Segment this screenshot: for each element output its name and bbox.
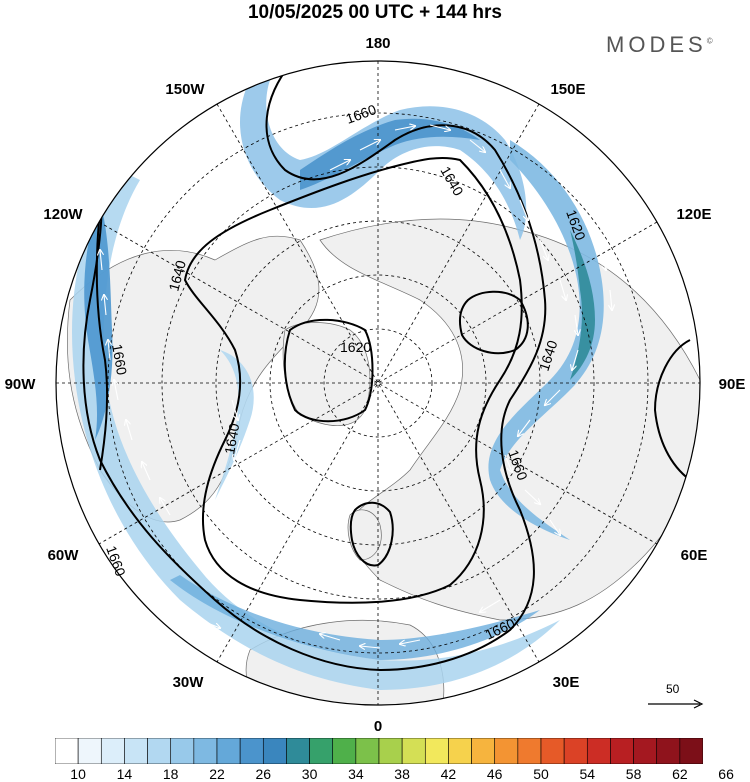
colorbar-tick-label: 54 [579, 766, 596, 782]
wind-speed-shading [72, 80, 604, 690]
colorbar-tick-label: 34 [348, 766, 364, 782]
colorbar-swatch [332, 738, 357, 764]
colorbar-tick-label: 30 [301, 766, 318, 782]
colorbar-tick-label: 42 [440, 766, 457, 782]
colorbar-tick-label: 10 [70, 766, 86, 782]
reference-vector-arrow [648, 699, 704, 709]
colorbar-swatch [586, 738, 611, 764]
jet-band-north [240, 80, 527, 240]
colorbar-swatch [355, 738, 380, 764]
brand-logo: MODES© [606, 32, 713, 57]
contour-1640-eastasia [459, 290, 529, 355]
colorbar-swatch [77, 738, 102, 764]
colorbar-swatch [471, 738, 496, 764]
colorbar-swatch [517, 738, 542, 764]
colorbar-tick-label: 50 [533, 766, 549, 782]
colorbar-tick-label: 26 [255, 766, 272, 782]
colorbar-tick-label: 58 [625, 766, 642, 782]
colorbar-swatch [100, 738, 125, 764]
contour-1640-uk [349, 501, 394, 567]
colorbar-swatch [448, 738, 472, 764]
colorbar-swatch [610, 738, 634, 764]
colorbar-tick-label: 62 [672, 766, 688, 782]
map-border [55, 60, 701, 706]
colorbar-swatch [656, 738, 681, 764]
jet-band-south [170, 575, 540, 660]
colorbar-tick-label: 46 [486, 766, 503, 782]
contour-label: 1660 [109, 343, 130, 377]
colorbar-swatch [124, 738, 148, 764]
reference-vector-label: 50 [666, 682, 680, 696]
colorbar-swatch [563, 738, 588, 764]
colorbar-tick-label: 66 [718, 766, 734, 782]
jet-band-east [488, 140, 604, 540]
jet-band-atlantic [215, 350, 254, 500]
lon-label-150e: 150E [550, 81, 585, 98]
lon-label-120w: 120W [43, 206, 83, 223]
colorbar-swatch [494, 738, 519, 764]
lon-label-150w: 150W [165, 81, 205, 98]
colorbar-swatch [540, 738, 565, 764]
colorbar-swatch [424, 738, 449, 764]
colorbar-swatch [309, 738, 334, 764]
colorbar-swatch [193, 738, 218, 764]
lon-label-60w: 60W [48, 547, 80, 564]
contour-1620-greenland [283, 318, 374, 423]
contour-label: 1640 [221, 422, 242, 456]
lon-label-90w: 90W [5, 376, 37, 393]
colorbar-swatch [239, 738, 264, 764]
longitude-labels: 180 150E 120E 90E 60E 30E 0 30W 60W 90W … [5, 35, 746, 735]
contour-label: 1640 [165, 258, 189, 292]
land-uk [347, 509, 382, 561]
colorbar-swatch [170, 738, 195, 764]
colorbar-swatch [286, 738, 310, 764]
graticule [56, 61, 700, 705]
lon-label-0: 0 [374, 718, 382, 735]
colorbar-tick-label: 22 [209, 766, 225, 782]
colorbar [55, 738, 703, 764]
lon-label-30w: 30W [173, 674, 205, 691]
contour-1660-outer [82, 64, 547, 672]
colorbar-swatch [679, 738, 703, 764]
colorbar-swatch [262, 738, 287, 764]
lon-label-90e: 90E [719, 376, 746, 393]
polar-map: 1660 1640 1620 1640 1660 1620 1640 1640 … [5, 35, 746, 735]
colorbar-swatch [147, 738, 172, 764]
jet-core-east [570, 230, 595, 380]
colorbar-swatch [378, 738, 403, 764]
colorbar-tick-label: 14 [116, 766, 133, 782]
jet-core-north [300, 118, 480, 190]
colorbar-swatch [633, 738, 658, 764]
map-title: 10/05/2025 00 UTC + 144 hrs [247, 2, 503, 23]
colorbar-swatch [216, 738, 241, 764]
contour-1640-ring [183, 156, 523, 604]
lon-label-120e: 120E [676, 206, 711, 223]
colorbar-swatch [55, 738, 79, 764]
contour-1660-eastcut [653, 339, 691, 481]
colorbar-swatch [401, 738, 426, 764]
lon-label-30e: 30E [553, 674, 580, 691]
lon-label-60e: 60E [681, 547, 708, 564]
colorbar-tick-label: 18 [162, 766, 179, 782]
jet-band-west [72, 170, 560, 690]
contour-label: 1620 [340, 339, 371, 355]
wind-vectors [100, 125, 612, 648]
colorbar-tick-label: 38 [394, 766, 410, 782]
lon-label-180: 180 [365, 35, 390, 52]
